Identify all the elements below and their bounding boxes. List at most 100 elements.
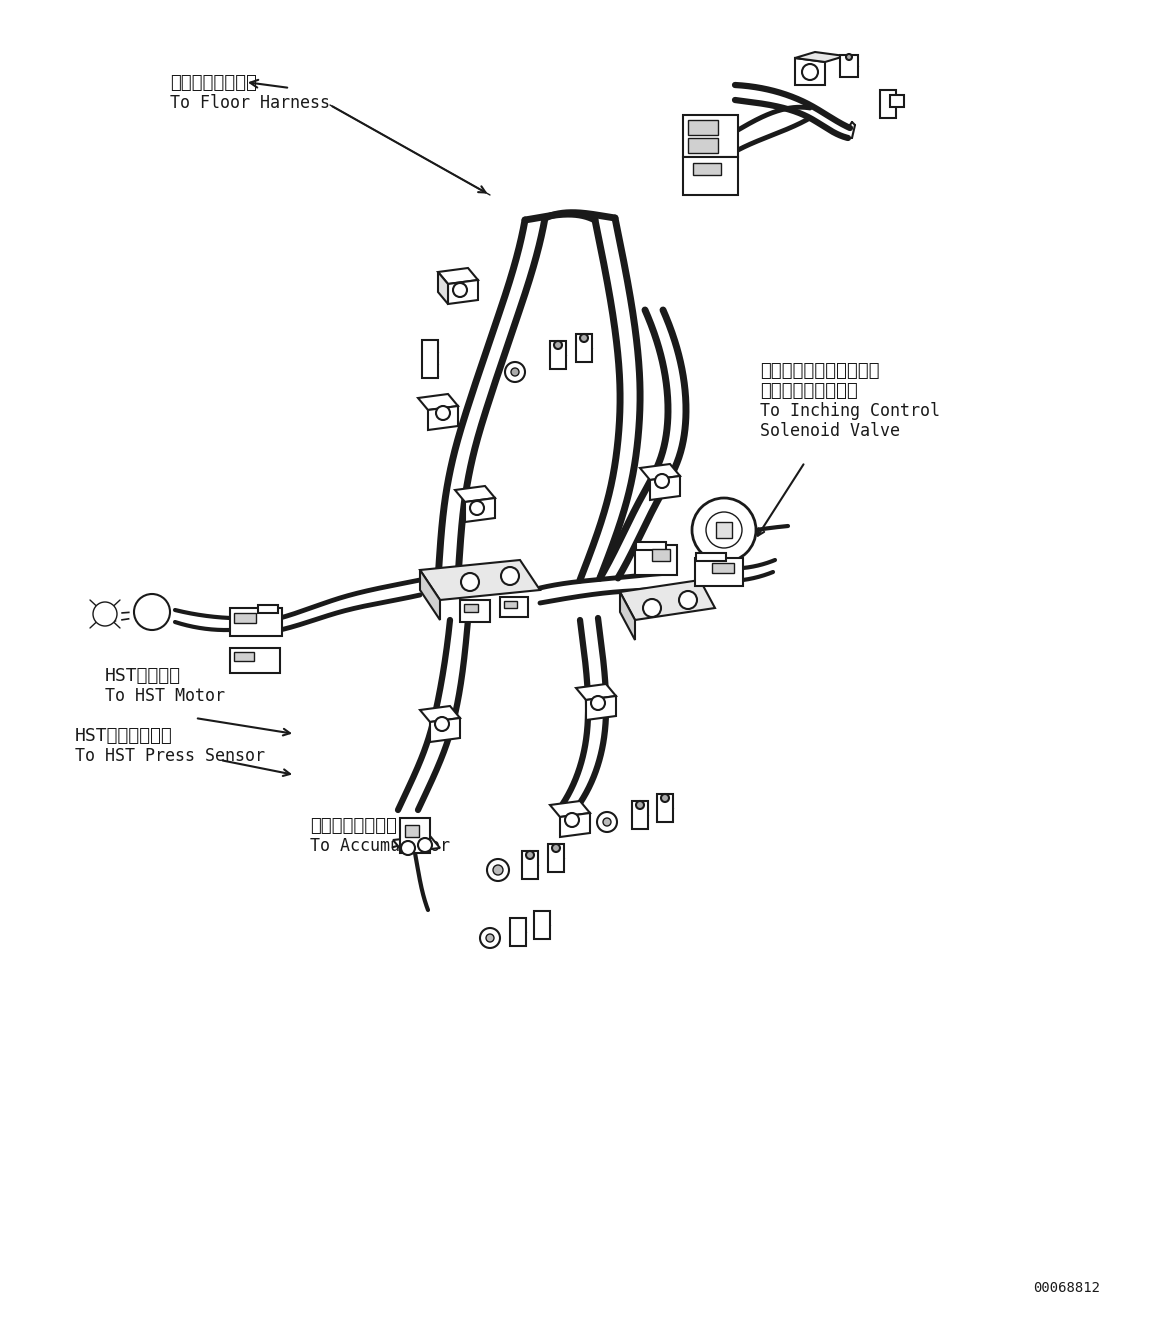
Bar [840,55,858,77]
Circle shape [436,406,450,419]
Bar [880,90,896,117]
Circle shape [692,499,756,562]
Bar [230,608,281,636]
Bar [461,600,490,623]
Text: HST油圧センサへ: HST油圧センサへ [74,727,173,745]
Bar [635,545,677,575]
Polygon shape [420,561,540,600]
Circle shape [554,342,562,350]
Bar [716,522,732,538]
Circle shape [846,54,852,59]
Bar [511,918,526,946]
Circle shape [93,601,117,627]
Polygon shape [650,476,680,500]
Polygon shape [420,706,461,721]
Bar [234,652,254,661]
Polygon shape [448,280,478,303]
Polygon shape [550,801,590,816]
Polygon shape [586,696,616,720]
Polygon shape [420,570,440,620]
Bar [688,120,718,135]
Bar [405,824,419,838]
Circle shape [679,591,697,609]
Polygon shape [438,272,448,303]
Circle shape [418,838,431,852]
Circle shape [802,65,818,80]
Circle shape [597,813,618,832]
Circle shape [454,284,468,297]
Bar [890,95,904,107]
Circle shape [134,594,170,630]
Bar [464,604,478,612]
Circle shape [487,859,509,881]
Text: To HST Motor: To HST Motor [105,687,224,704]
Circle shape [480,929,500,948]
Polygon shape [393,836,440,852]
Polygon shape [455,485,495,503]
Polygon shape [428,406,458,430]
Circle shape [461,572,479,591]
Circle shape [493,865,504,874]
Polygon shape [430,718,461,743]
Polygon shape [418,394,458,410]
Circle shape [501,567,519,586]
Circle shape [706,512,742,547]
Circle shape [602,818,611,826]
Bar [712,563,734,572]
Polygon shape [620,580,715,620]
Circle shape [580,334,588,342]
Bar [230,648,280,673]
Circle shape [401,842,415,855]
Text: HSTモータへ: HSTモータへ [105,667,181,685]
Bar [548,844,564,872]
Circle shape [636,801,644,809]
Bar [683,115,739,157]
Text: ソレノイドバルブへ: ソレノイドバルブへ [759,383,858,400]
Text: 00068812: 00068812 [1033,1281,1100,1295]
Bar [683,157,739,195]
Text: To Accumulator: To Accumulator [311,838,450,855]
Text: アキュムレータへ: アキュムレータへ [311,816,397,835]
Bar [550,342,566,369]
Bar [534,911,550,939]
Text: Solenoid Valve: Solenoid Valve [759,422,900,441]
Text: To Floor Harness: To Floor Harness [170,94,330,112]
Polygon shape [438,268,478,284]
Circle shape [565,813,579,827]
Circle shape [511,368,519,376]
Circle shape [661,794,669,802]
Bar [652,549,670,561]
Bar [522,851,538,878]
Bar [688,138,718,153]
Polygon shape [620,592,635,640]
Bar [695,553,726,561]
Circle shape [470,501,484,514]
Bar [400,818,430,853]
Bar [576,334,592,361]
Bar [632,801,648,830]
Bar [422,340,438,379]
Polygon shape [465,499,495,522]
Polygon shape [561,813,590,838]
Circle shape [591,696,605,710]
Circle shape [552,844,561,852]
Polygon shape [640,464,680,480]
Bar [636,542,666,550]
Circle shape [655,474,669,488]
Text: To HST Press Sensor: To HST Press Sensor [74,747,265,765]
Bar [258,605,278,613]
Bar [234,613,256,623]
Circle shape [505,361,525,383]
Text: To Inching Control: To Inching Control [759,402,940,419]
Circle shape [486,934,494,942]
Circle shape [435,718,449,731]
Circle shape [526,851,534,859]
Polygon shape [576,685,616,700]
Text: フロアハーネスへ: フロアハーネスへ [170,74,257,92]
Text: インチングコントロール: インチングコントロール [759,361,879,380]
Bar [693,164,721,175]
Bar [500,598,528,617]
Bar [657,794,673,822]
Polygon shape [795,58,825,84]
Polygon shape [795,51,846,62]
